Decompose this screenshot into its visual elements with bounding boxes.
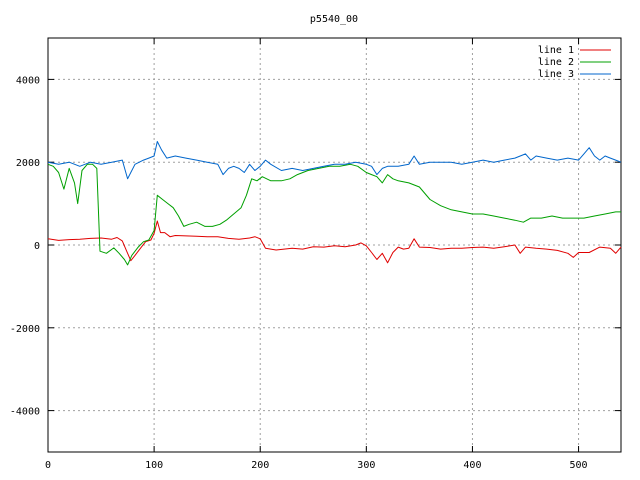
legend-label: line 3	[538, 69, 574, 80]
series-line-3	[47, 141, 622, 180]
axis-ticks: 0 100 200 300 400 500 -4000 -2000 0 2000 4000	[10, 38, 621, 471]
legend-label: line 2	[538, 57, 574, 68]
series-line-2	[47, 163, 621, 266]
legend-label: line 1	[538, 45, 574, 56]
y-tick-label: 0	[34, 241, 40, 252]
x-tick-label: 0	[45, 460, 51, 471]
series-line-1	[47, 220, 622, 264]
x-tick-label: 300	[357, 460, 375, 471]
chart-title: p5540_00	[310, 14, 358, 25]
x-tick-label: 500	[570, 460, 588, 471]
x-tick-label: 200	[251, 460, 269, 471]
y-tick-label: -4000	[10, 407, 40, 418]
y-tick-label: -2000	[10, 324, 40, 335]
y-tick-label: 2000	[16, 158, 40, 169]
grid-lines	[48, 38, 621, 452]
x-tick-label: 400	[463, 460, 481, 471]
x-tick-label: 100	[145, 460, 163, 471]
y-tick-label: 4000	[16, 75, 40, 86]
series-layer	[47, 141, 622, 266]
